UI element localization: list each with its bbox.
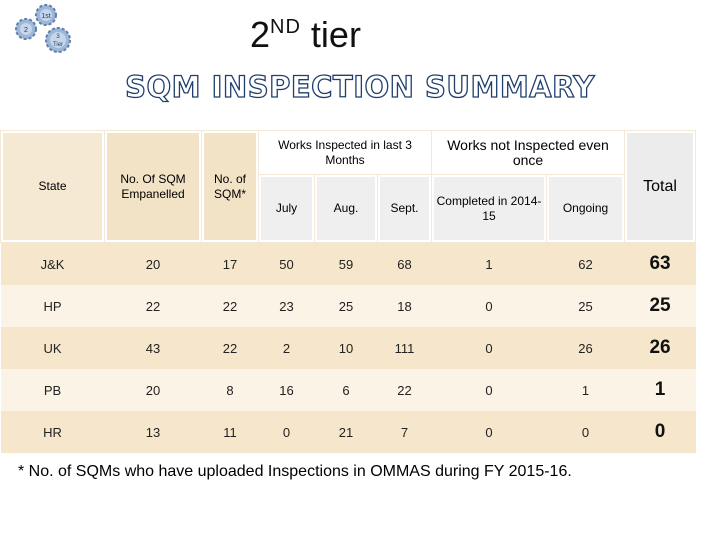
cell-completed: 1	[431, 242, 547, 285]
table-row: HR 13 11 0 21 7 0 0 0	[0, 411, 696, 453]
cell-total: 63	[624, 242, 696, 285]
table-row: J&K 20 17 50 59 68 1 62 63	[0, 242, 696, 285]
header-state: State	[0, 130, 105, 243]
svg-text:3: 3	[56, 34, 60, 40]
cell-sept: 18	[377, 285, 432, 327]
cell-total: 25	[624, 285, 696, 327]
inspection-summary-table: State No. Of SQM Empanelled No. of SQM* …	[0, 130, 697, 453]
cell-aug: 21	[314, 411, 378, 453]
cell-july: 23	[258, 285, 315, 327]
header-works-inspected: Works Inspected in last 3 Months	[257, 130, 433, 175]
gear-icon: 1st	[35, 4, 57, 26]
cell-sept: 68	[377, 242, 432, 285]
cell-aug: 6	[314, 369, 378, 411]
gear-icon: 3 Tier	[45, 27, 71, 53]
cell-sqm: 17	[201, 242, 259, 285]
table-row: HP 22 22 23 25 18 0 25 25	[0, 285, 696, 327]
cell-aug: 25	[314, 285, 378, 327]
cell-completed: 0	[431, 285, 547, 327]
summary-heading: SQM INSPECTION SUMMARY	[124, 69, 595, 104]
cell-aug: 59	[314, 242, 378, 285]
cell-state: PB	[0, 369, 105, 411]
cell-july: 0	[258, 411, 315, 453]
table-row: UK 43 22 2 10 111 0 26 26	[0, 327, 696, 369]
cell-completed: 0	[431, 411, 547, 453]
cell-empanelled: 13	[104, 411, 202, 453]
header-completed: Completed in 2014-15	[431, 174, 548, 243]
header-aug: Aug.	[314, 174, 378, 243]
cell-sept: 22	[377, 369, 432, 411]
cell-state: HP	[0, 285, 105, 327]
cell-empanelled: 43	[104, 327, 202, 369]
cell-july: 16	[258, 369, 315, 411]
svg-text:Tier: Tier	[53, 42, 63, 48]
table-row: PB 20 8 16 6 22 0 1 1	[0, 369, 696, 411]
header-sept: Sept.	[376, 174, 433, 243]
cell-total: 1	[624, 369, 696, 411]
cell-state: UK	[0, 327, 105, 369]
header-works-not-inspected: Works not Inspected even once	[431, 130, 626, 175]
cell-sqm: 11	[201, 411, 259, 453]
tier-gears-logo: 1st 2 3 Tier	[15, 4, 71, 53]
cell-empanelled: 22	[104, 285, 202, 327]
footnote: * No. of SQMs who have uploaded Inspecti…	[18, 463, 572, 480]
gear-icon: 2	[15, 18, 37, 40]
page-title: 2ND tier	[250, 14, 361, 55]
cell-completed: 0	[431, 327, 547, 369]
header-total: Total	[624, 130, 697, 243]
cell-sqm: 8	[201, 369, 259, 411]
svg-text:2: 2	[24, 27, 28, 34]
cell-sept: 111	[377, 327, 432, 369]
cell-ongoing: 62	[546, 242, 625, 285]
cell-state: HR	[0, 411, 105, 453]
cell-ongoing: 1	[546, 369, 625, 411]
header-no-of-sqm: No. of SQM*	[201, 130, 259, 243]
cell-empanelled: 20	[104, 369, 202, 411]
cell-sqm: 22	[201, 327, 259, 369]
header-ongoing: Ongoing	[546, 174, 626, 243]
cell-ongoing: 26	[546, 327, 625, 369]
header-sqm-empanelled: No. Of SQM Empanelled	[104, 130, 202, 243]
cell-sqm: 22	[201, 285, 259, 327]
cell-ongoing: 25	[546, 285, 625, 327]
cell-total: 26	[624, 327, 696, 369]
cell-total: 0	[624, 411, 696, 453]
cell-july: 2	[258, 327, 315, 369]
cell-sept: 7	[377, 411, 432, 453]
cell-state: J&K	[0, 242, 105, 285]
svg-text:1st: 1st	[41, 13, 50, 20]
cell-ongoing: 0	[546, 411, 625, 453]
cell-empanelled: 20	[104, 242, 202, 285]
title-superscript: ND	[270, 16, 301, 38]
cell-completed: 0	[431, 369, 547, 411]
cell-july: 50	[258, 242, 315, 285]
cell-aug: 10	[314, 327, 378, 369]
header-july: July	[258, 174, 315, 243]
